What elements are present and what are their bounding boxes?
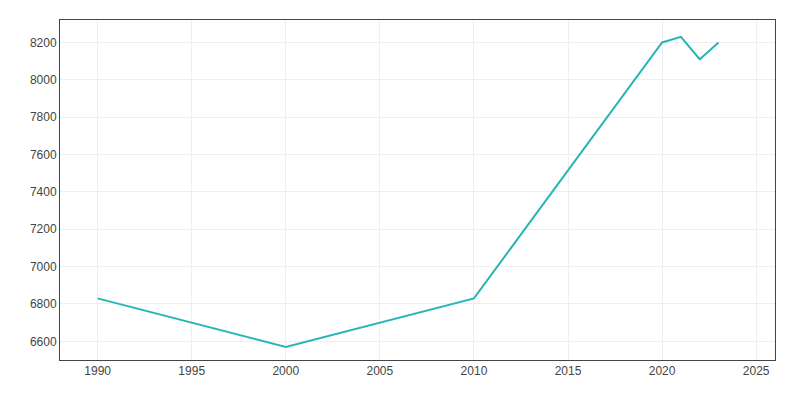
svg-text:6800: 6800 — [30, 297, 57, 311]
svg-text:7400: 7400 — [30, 185, 57, 199]
svg-text:2020: 2020 — [649, 364, 676, 378]
svg-text:2015: 2015 — [555, 364, 582, 378]
svg-text:2010: 2010 — [461, 364, 488, 378]
svg-text:2005: 2005 — [367, 364, 394, 378]
svg-text:1990: 1990 — [84, 364, 111, 378]
svg-text:8000: 8000 — [30, 73, 57, 87]
svg-text:2000: 2000 — [272, 364, 299, 378]
svg-text:1995: 1995 — [178, 364, 205, 378]
svg-text:7200: 7200 — [30, 222, 57, 236]
svg-text:7600: 7600 — [30, 148, 57, 162]
svg-text:6600: 6600 — [30, 335, 57, 349]
svg-text:7800: 7800 — [30, 110, 57, 124]
svg-text:8200: 8200 — [30, 36, 57, 50]
svg-text:7000: 7000 — [30, 260, 57, 274]
svg-text:2025: 2025 — [743, 364, 770, 378]
